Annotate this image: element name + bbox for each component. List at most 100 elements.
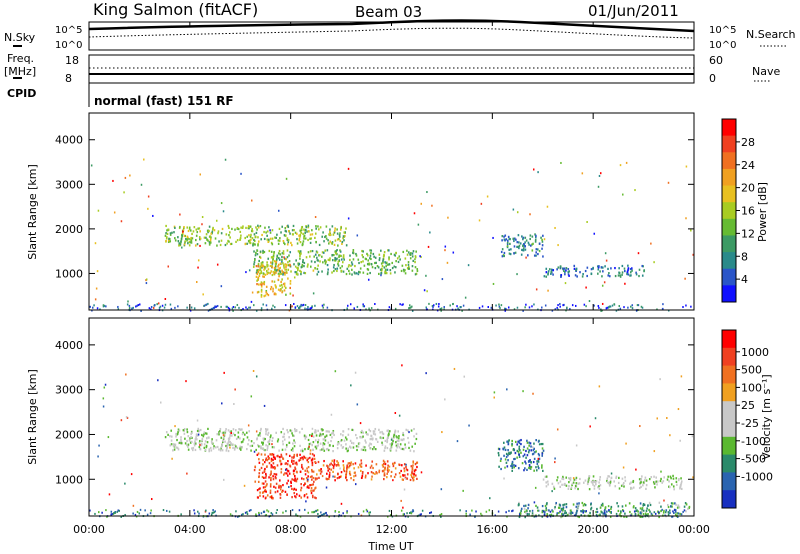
echo-cell xyxy=(240,441,243,444)
echo-cell xyxy=(346,511,348,514)
echo-cell xyxy=(260,290,263,293)
echo-cell xyxy=(257,271,260,274)
echo-cell xyxy=(183,226,185,229)
echo-cell xyxy=(371,460,374,463)
echo-cell xyxy=(654,481,656,484)
echo-cell xyxy=(619,513,621,516)
echo-cell xyxy=(501,239,503,242)
echo-cell xyxy=(513,466,516,469)
echo-cell xyxy=(392,435,395,438)
echo-cell xyxy=(527,451,530,454)
echo-cell xyxy=(637,252,640,255)
echo-cell xyxy=(234,228,236,231)
echo-cell xyxy=(545,275,548,278)
echo-cell xyxy=(660,509,662,513)
echo-cell xyxy=(427,245,430,248)
echo-cell xyxy=(623,515,625,518)
echo-cell xyxy=(498,465,500,468)
echo-cell xyxy=(660,505,662,508)
echo-cell xyxy=(567,487,570,490)
echo-cell xyxy=(340,254,342,258)
echo-cell xyxy=(186,428,188,431)
echo-cell xyxy=(138,512,141,515)
echo-cell xyxy=(293,453,296,457)
echo-cell xyxy=(533,442,535,445)
x-tick-label: 00:00 xyxy=(73,523,105,536)
echo-cell xyxy=(532,513,535,517)
echo-cell xyxy=(295,461,298,464)
echo-cell xyxy=(250,449,252,452)
echo-cell xyxy=(534,451,536,454)
echo-cell xyxy=(285,293,287,296)
echo-cell xyxy=(314,496,316,499)
echo-cell xyxy=(177,448,180,451)
echo-cell xyxy=(199,448,202,451)
echo-cell xyxy=(506,515,508,518)
echo-cell xyxy=(546,513,549,516)
echo-cell xyxy=(571,511,574,515)
nave-tick-0: 0 xyxy=(709,72,716,85)
echo-cell xyxy=(598,385,601,388)
echo-cell xyxy=(263,237,266,241)
echo-cell xyxy=(381,430,383,434)
echo-cell xyxy=(266,234,268,237)
echo-cell xyxy=(360,459,363,462)
echo-cell xyxy=(384,439,387,443)
echo-cell xyxy=(274,486,277,489)
echo-cell xyxy=(677,504,679,507)
echo-cell xyxy=(609,515,612,518)
echo-cell xyxy=(329,230,331,233)
echo-cell xyxy=(287,277,289,280)
echo-cell xyxy=(91,309,93,312)
echo-cell xyxy=(509,252,512,256)
echo-cell xyxy=(631,487,633,490)
echo-cell xyxy=(279,456,281,459)
echo-cell xyxy=(395,441,397,444)
echo-cell xyxy=(421,509,424,512)
echo-cell xyxy=(648,508,650,512)
echo-cell xyxy=(392,462,395,465)
echo-cell xyxy=(254,243,256,246)
echo-cell xyxy=(283,234,286,237)
echo-cell xyxy=(364,449,367,452)
echo-cell xyxy=(310,237,313,240)
echo-cell xyxy=(526,447,529,450)
echo-cell xyxy=(618,476,620,480)
echo-cell xyxy=(235,240,237,243)
colorbar-tick-label: -500 xyxy=(741,453,766,466)
echo-cell xyxy=(226,305,228,308)
echo-cell xyxy=(303,228,305,231)
echo-cell xyxy=(334,479,336,482)
echo-cell xyxy=(565,476,568,479)
echo-cell xyxy=(208,450,211,453)
echo-cell xyxy=(226,242,228,245)
echo-cell xyxy=(457,307,459,310)
velocity-colorbar-label: Velocity [m s⁻¹] xyxy=(760,374,773,459)
echo-cell xyxy=(540,442,543,446)
colorbar-tick-label: 4 xyxy=(741,273,748,286)
echo-cell xyxy=(189,229,192,232)
echo-cell xyxy=(524,504,527,507)
echo-cell xyxy=(349,258,351,262)
noise-y-bottom-right: 10^0 xyxy=(709,40,736,51)
echo-cell xyxy=(291,509,294,512)
echo-cell xyxy=(334,239,337,242)
echo-cell xyxy=(407,429,409,432)
echo-cell xyxy=(240,234,242,237)
echo-cell xyxy=(380,436,383,440)
echo-cell xyxy=(319,472,322,475)
echo-cell xyxy=(328,233,330,236)
echo-cell xyxy=(590,503,592,506)
colorbar-tick-label: 28 xyxy=(741,136,755,149)
echo-cell xyxy=(256,272,259,276)
echo-cell xyxy=(300,303,302,306)
echo-cell xyxy=(385,272,388,275)
echo-cell xyxy=(650,242,652,245)
echo-cell xyxy=(613,480,615,483)
echo-cell xyxy=(262,251,264,254)
echo-cell xyxy=(389,449,392,452)
echo-cell xyxy=(267,440,270,444)
echo-cell xyxy=(524,515,527,519)
echo-cell xyxy=(252,242,255,245)
echo-cell xyxy=(259,487,261,490)
